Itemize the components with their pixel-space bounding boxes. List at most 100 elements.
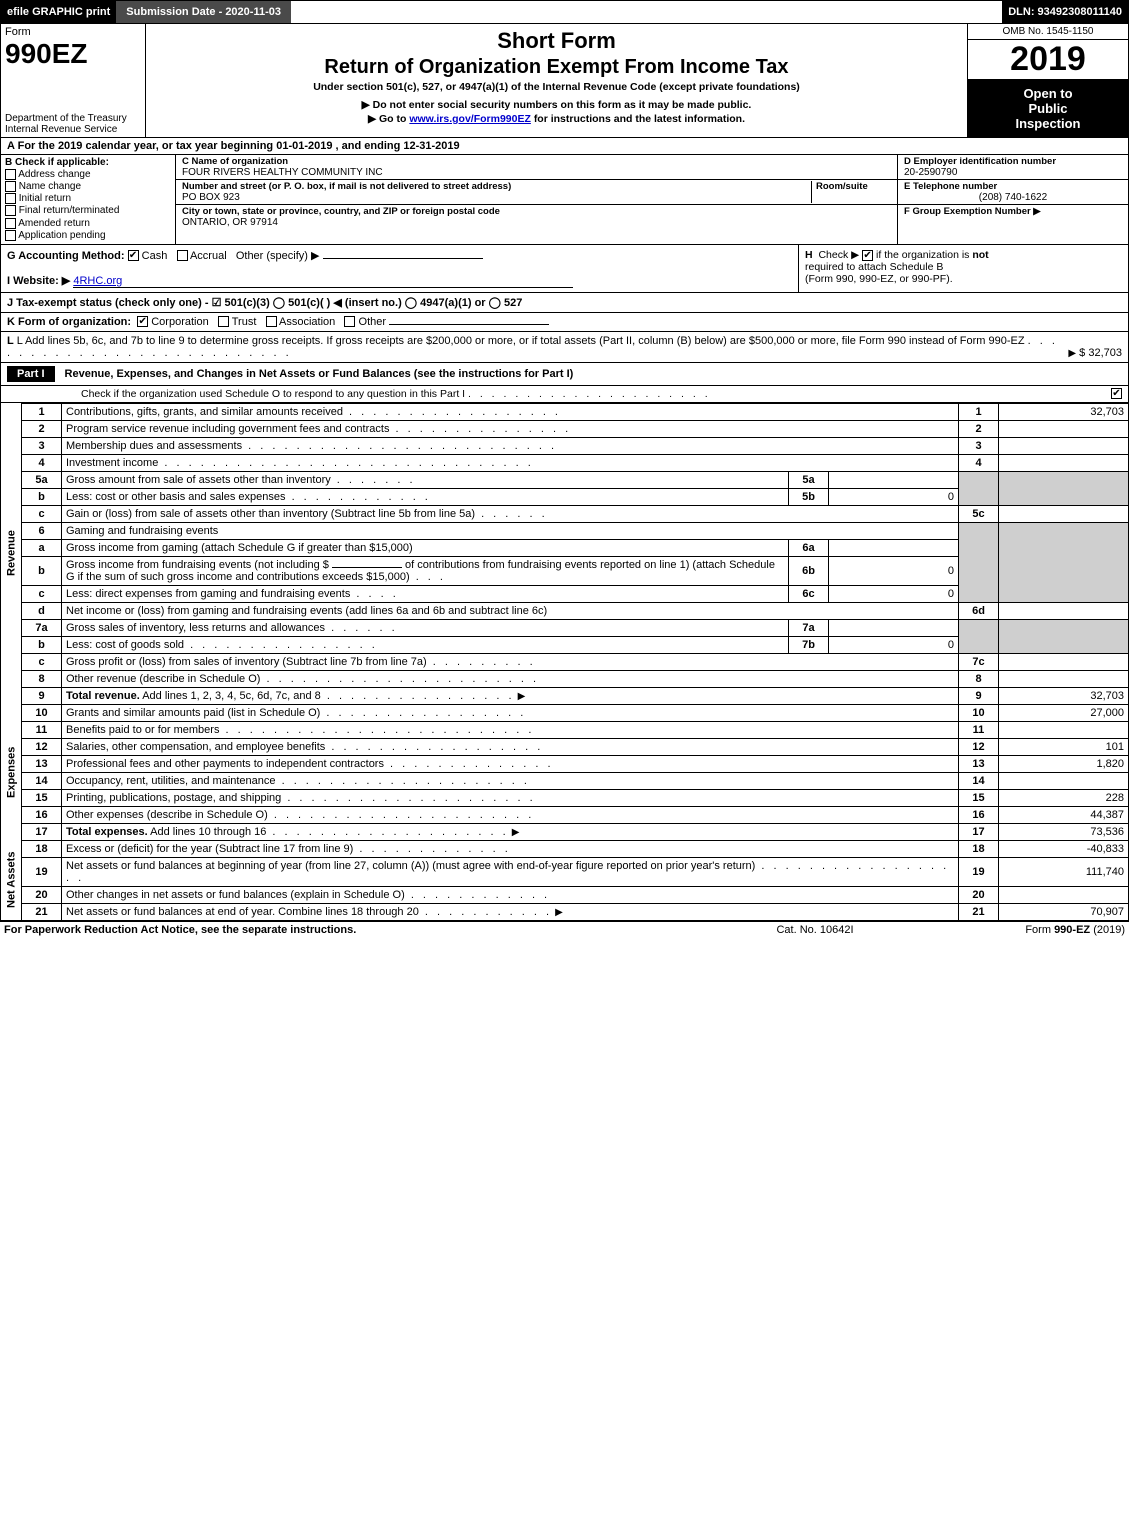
h-label: H [805, 249, 813, 261]
chk-accrual[interactable] [177, 250, 188, 261]
l17-num: 17 [22, 823, 62, 840]
l7a-sn: 7a [789, 619, 829, 636]
l5ab-shade [959, 471, 999, 505]
chk-assoc[interactable] [266, 316, 277, 327]
l8-rval [999, 670, 1129, 687]
form-header: Form 990EZ Department of the Treasury In… [0, 24, 1129, 138]
website-link[interactable]: 4RHC.org [73, 275, 573, 288]
l3-num: 3 [22, 437, 62, 454]
l10-desc: Grants and similar amounts paid (list in… [62, 704, 959, 721]
l7c-desc: Gross profit or (loss) from sales of inv… [62, 653, 959, 670]
l9-num: 9 [22, 687, 62, 704]
g-other-field[interactable] [323, 258, 483, 259]
k-other: Other [359, 316, 387, 328]
chk-cash[interactable]: ✔ [128, 250, 139, 261]
chk-address-change[interactable]: Address change [5, 169, 171, 180]
chk-application-pending[interactable]: Application pending [5, 230, 171, 241]
city-cell: City or town, state or province, country… [176, 205, 897, 229]
l-value: $ 32,703 [1079, 347, 1122, 359]
footer-catno: Cat. No. 10642I [705, 924, 925, 936]
l13-num: 13 [22, 755, 62, 772]
k-other-field[interactable] [389, 324, 549, 325]
l15-num: 15 [22, 789, 62, 806]
l2-desc: Program service revenue including govern… [62, 420, 959, 437]
l7c-rval [999, 653, 1129, 670]
chk-final-return[interactable]: Final return/terminated [5, 205, 171, 216]
chk-initial-return[interactable]: Initial return [5, 193, 171, 204]
l17-desc: Total expenses. Add lines 10 through 16 … [62, 823, 959, 840]
header-left: Form 990EZ Department of the Treasury In… [1, 24, 146, 137]
l3-rval [999, 437, 1129, 454]
l9-rnum: 9 [959, 687, 999, 704]
l5ab-shade-v [999, 471, 1129, 505]
open-line1: Open to [972, 86, 1124, 101]
row-g: G Accounting Method: ✔ Cash Accrual Othe… [1, 245, 798, 292]
l11-num: 11 [22, 721, 62, 738]
l6-num: 6 [22, 522, 62, 539]
part1-title: Revenue, Expenses, and Changes in Net As… [65, 368, 1128, 380]
l6a-desc: Gross income from gaming (attach Schedul… [62, 539, 789, 556]
l4-desc: Investment income . . . . . . . . . . . … [62, 454, 959, 471]
box-b-label: B Check if applicable: [5, 157, 171, 168]
l1-rnum: 1 [959, 403, 999, 420]
l11-rval [999, 721, 1129, 738]
l2-rval [999, 420, 1129, 437]
h-text2: if the organization is [876, 249, 969, 261]
i-label: I Website: ▶ [7, 275, 70, 287]
efile-topbar: efile GRAPHIC print Submission Date - 20… [0, 0, 1129, 24]
l4-num: 4 [22, 454, 62, 471]
l6abc-shade-v [999, 522, 1129, 602]
irs-link[interactable]: www.irs.gov/Form990EZ [409, 113, 531, 125]
l6a-sv [829, 539, 959, 556]
h-text4: (Form 990, 990-EZ, or 990-PF). [805, 273, 953, 285]
chk-other-org[interactable] [344, 316, 355, 327]
org-name: FOUR RIVERS HEALTHY COMMUNITY INC [182, 167, 891, 178]
open-line3: Inspection [972, 116, 1124, 131]
submission-date: Submission Date - 2020-11-03 [116, 1, 291, 23]
l7a-desc: Gross sales of inventory, less returns a… [62, 619, 789, 636]
side-netassets: Net Assets [1, 840, 22, 920]
h-text1: Check ▶ [818, 249, 859, 261]
l19-num: 19 [22, 857, 62, 886]
l10-rval: 27,000 [999, 704, 1129, 721]
footer-form-num: 990-EZ [1054, 924, 1090, 936]
chk-name-change[interactable]: Name change [5, 181, 171, 192]
l20-rnum: 20 [959, 886, 999, 903]
phone-value: (208) 740-1622 [904, 192, 1122, 203]
l12-num: 12 [22, 738, 62, 755]
l18-desc: Excess or (deficit) for the year (Subtra… [62, 840, 959, 857]
l7b-desc: Less: cost of goods sold . . . . . . . .… [62, 636, 789, 653]
header-mid: Short Form Return of Organization Exempt… [146, 24, 968, 137]
chk-h[interactable]: ✔ [862, 250, 873, 261]
page-footer: For Paperwork Reduction Act Notice, see … [0, 921, 1129, 938]
phone-cell: E Telephone number (208) 740-1622 [898, 180, 1128, 205]
k-corp: Corporation [151, 316, 208, 328]
l21-num: 21 [22, 903, 62, 920]
l17-rnum: 17 [959, 823, 999, 840]
l14-desc: Occupancy, rent, utilities, and maintena… [62, 772, 959, 789]
l20-desc: Other changes in net assets or fund bala… [62, 886, 959, 903]
l12-desc: Salaries, other compensation, and employ… [62, 738, 959, 755]
l5a-num: 5a [22, 471, 62, 488]
l19-desc: Net assets or fund balances at beginning… [62, 857, 959, 886]
l6c-desc: Less: direct expenses from gaming and fu… [62, 585, 789, 602]
l7b-sn: 7b [789, 636, 829, 653]
l12-rval: 101 [999, 738, 1129, 755]
l14-rnum: 14 [959, 772, 999, 789]
k-label: K Form of organization: [7, 316, 131, 328]
k-trust: Trust [232, 316, 257, 328]
chk-corp[interactable]: ✔ [137, 316, 148, 327]
chk-schedule-o[interactable]: ✔ [1111, 388, 1122, 399]
chk-trust[interactable] [218, 316, 229, 327]
l18-rnum: 18 [959, 840, 999, 857]
l6c-sn: 6c [789, 585, 829, 602]
l8-desc: Other revenue (describe in Schedule O) .… [62, 670, 959, 687]
header-subtitle: Under section 501(c), 527, or 4947(a)(1)… [154, 81, 959, 93]
l5a-sn: 5a [789, 471, 829, 488]
g-other: Other (specify) ▶ [236, 250, 320, 262]
form-word: Form [5, 26, 141, 38]
l19-rval: 111,740 [999, 857, 1129, 886]
chk-amended-return[interactable]: Amended return [5, 218, 171, 229]
l3-desc: Membership dues and assessments . . . . … [62, 437, 959, 454]
l6b-blank[interactable] [332, 567, 402, 568]
